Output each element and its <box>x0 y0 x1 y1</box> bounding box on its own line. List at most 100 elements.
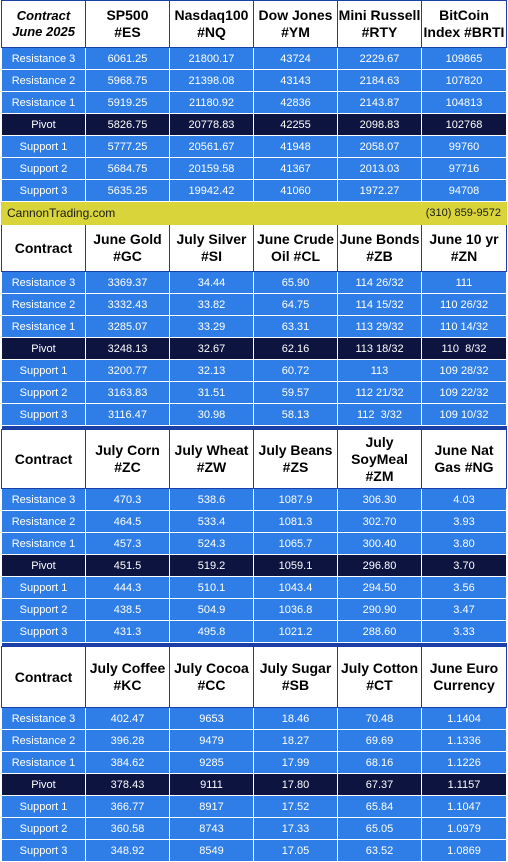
header-line: June 2025 <box>12 24 75 39</box>
level-value-cell: 3248.13 <box>85 337 170 360</box>
level-row: Support 2 3163.83 31.51 59.57 112 21/32 109 2… <box>1 381 507 404</box>
level-value-cell: 2143.87 <box>337 91 422 114</box>
level-value-cell: 65.05 <box>337 817 422 840</box>
level-value-cell: 3285.07 <box>85 315 170 338</box>
level-value-cell: 5777.25 <box>85 135 170 158</box>
pivot-row: Pivot 378.43 9111 17.80 67.37 1.1157 <box>1 773 507 796</box>
level-label: Support 2 <box>1 598 86 621</box>
level-value-cell: 58.13 <box>253 403 338 426</box>
header-line: Contract <box>16 8 71 23</box>
level-value-cell: 9111 <box>169 773 254 796</box>
section-header-row: Contract June 2025 SP500 #ES Nasdaq100 #NQ Dow… <box>1 0 507 48</box>
level-label: Resistance 2 <box>1 510 86 533</box>
level-value-cell: 451.5 <box>85 554 170 577</box>
level-value-cell: 378.43 <box>85 773 170 796</box>
level-row: Support 1 366.77 8917 17.52 65.84 1.1047 <box>1 795 507 818</box>
level-value-cell: 43143 <box>253 69 338 92</box>
level-value-cell: 20778.83 <box>169 113 254 136</box>
level-label: Resistance 3 <box>1 47 86 70</box>
header-line: #ZC <box>114 459 141 475</box>
level-row: Resistance 3 470.3 538.6 1087.9 306.30 4.03 <box>1 488 507 511</box>
level-value-cell: 5684.75 <box>85 157 170 180</box>
header-line: Contract <box>14 450 73 467</box>
level-value-cell: 1.0869 <box>421 839 507 862</box>
header-line: July <box>365 433 394 450</box>
level-label: Resistance 3 <box>1 488 86 511</box>
level-value-cell: 20561.67 <box>169 135 254 158</box>
level-value-cell: 59.57 <box>253 381 338 404</box>
header-line: July Beans <box>258 442 333 458</box>
level-label: Resistance 1 <box>1 751 86 774</box>
header-line: SoyMeal <box>351 450 408 467</box>
level-value-cell: 1.0979 <box>421 817 507 840</box>
instrument-header-cell: June 10 yr #ZN <box>421 224 507 272</box>
contract-header-cell: Contract <box>1 429 86 489</box>
level-value-cell: 68.16 <box>337 751 422 774</box>
header-line: Currency <box>433 677 495 693</box>
level-value-cell: 1021.2 <box>253 620 338 643</box>
level-value-cell: 113 29/32 <box>337 315 422 338</box>
level-value-cell: 444.3 <box>85 576 170 599</box>
header-line: July Sugar <box>259 660 332 676</box>
level-value-cell: 31.51 <box>169 381 254 404</box>
level-value-cell: 1.1157 <box>421 773 507 796</box>
level-value-cell: 431.3 <box>85 620 170 643</box>
level-value-cell: 1081.3 <box>253 510 338 533</box>
level-value-cell: 9285 <box>169 751 254 774</box>
level-value-cell: 3.47 <box>421 598 507 621</box>
level-label: Resistance 1 <box>1 532 86 555</box>
instrument-header-cell: July Corn #ZC <box>85 429 170 489</box>
level-value-cell: 69.69 <box>337 729 422 752</box>
level-label: Resistance 1 <box>1 91 86 114</box>
level-value-cell: 112 3/32 <box>337 403 422 426</box>
level-value-cell: 1972.27 <box>337 179 422 202</box>
level-value-cell: 464.5 <box>85 510 170 533</box>
header-line: July Cocoa <box>174 660 249 676</box>
level-value-cell: 366.77 <box>85 795 170 818</box>
level-row: Resistance 1 3285.07 33.29 63.31 113 29/32 11… <box>1 315 507 338</box>
level-value-cell: 1036.8 <box>253 598 338 621</box>
pivot-row: Pivot 5826.75 20778.83 42255 2098.83 102768 <box>1 113 507 136</box>
level-value-cell: 63.52 <box>337 839 422 862</box>
instrument-header-cell: July Coffee #KC <box>85 646 170 708</box>
header-line: Gas #NG <box>434 459 494 475</box>
level-row: Support 3 3116.47 30.98 58.13 112 3/32 109 10… <box>1 403 507 426</box>
instrument-header-cell: June Nat Gas #NG <box>421 429 507 489</box>
level-value-cell: 62.16 <box>253 337 338 360</box>
header-line: Contract <box>14 668 73 685</box>
header-line: #CT <box>366 677 393 693</box>
level-value-cell: 110 8/32 <box>421 337 507 360</box>
level-value-cell: 296.80 <box>337 554 422 577</box>
level-row: Resistance 1 384.62 9285 17.99 68.16 1.1226 <box>1 751 507 774</box>
level-value-cell: 1087.9 <box>253 488 338 511</box>
level-value-cell: 2058.07 <box>337 135 422 158</box>
level-value-cell: 113 <box>337 359 422 382</box>
level-label: Support 3 <box>1 839 86 862</box>
level-label: Pivot <box>1 113 86 136</box>
section-header-row: Contract June Gold #GC July Silver #SI June C… <box>1 224 507 272</box>
header-line: Mini Russell <box>338 7 421 23</box>
level-value-cell: 18.46 <box>253 707 338 730</box>
instrument-header-cell: July SoyMeal #ZM <box>337 429 422 489</box>
level-value-cell: 470.3 <box>85 488 170 511</box>
level-value-cell: 300.40 <box>337 532 422 555</box>
site-link[interactable]: CannonTrading.com <box>1 201 254 225</box>
level-value-cell: 2013.03 <box>337 157 422 180</box>
header-line: #CC <box>197 677 226 693</box>
header-line: June Crude <box>256 231 334 247</box>
level-label: Pivot <box>1 554 86 577</box>
level-value-cell: 34.44 <box>169 271 254 294</box>
level-value-cell: 402.47 <box>85 707 170 730</box>
level-value-cell: 3.93 <box>421 510 507 533</box>
level-row: Support 1 444.3 510.1 1043.4 294.50 3.56 <box>1 576 507 599</box>
level-label: Support 2 <box>1 381 86 404</box>
level-row: Support 3 348.92 8549 17.05 63.52 1.0869 <box>1 839 507 862</box>
level-value-cell: 538.6 <box>169 488 254 511</box>
level-value-cell: 19942.42 <box>169 179 254 202</box>
level-label: Support 1 <box>1 135 86 158</box>
level-value-cell: 288.60 <box>337 620 422 643</box>
level-value-cell: 1.1404 <box>421 707 507 730</box>
divider-cell <box>1 642 507 647</box>
level-label: Resistance 1 <box>1 315 86 338</box>
